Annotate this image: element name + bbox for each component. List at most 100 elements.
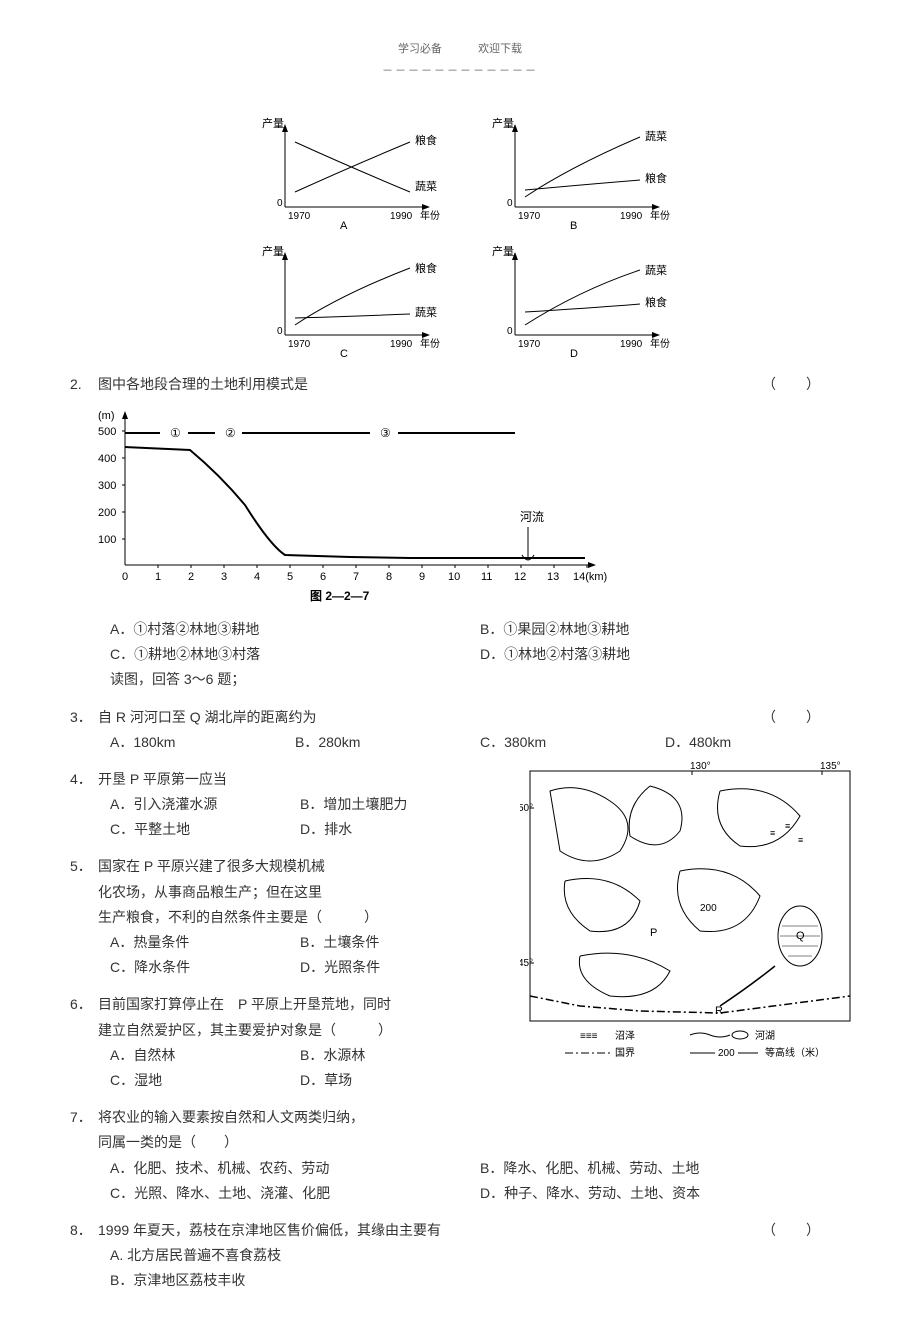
svg-text:图 2—2—7: 图 2—2—7 (310, 589, 370, 603)
svg-text:3: 3 (221, 571, 227, 583)
svg-text:6: 6 (320, 571, 326, 583)
svg-text:400: 400 (98, 453, 116, 465)
svg-text:粮食: 粮食 (645, 171, 667, 185)
svg-text:500: 500 (98, 426, 116, 438)
svg-text:1990: 1990 (620, 339, 643, 350)
svg-text:蔬菜: 蔬菜 (415, 306, 437, 319)
chart-grid: 产量 粮食 蔬菜 0 1970 1990 年份 A 产量 蔬菜 粮食 0 197… (240, 112, 680, 360)
svg-text:4: 4 (254, 571, 260, 583)
svg-text:12: 12 (514, 571, 526, 583)
svg-text:河湖: 河湖 (755, 1030, 775, 1042)
svg-text:产量: 产量 (492, 244, 514, 258)
header-left: 学习必备 (398, 43, 442, 55)
read-prompt: 读图，回答 3～6 题； (70, 667, 850, 692)
svg-text:A: A (340, 220, 348, 232)
svg-text:≡: ≡ (770, 828, 775, 838)
question-3: 3． 自 R 河河口至 Q 湖北岸的距离约为 （） (70, 705, 850, 730)
svg-text:P: P (650, 927, 657, 939)
q-num: 2. (70, 372, 98, 397)
svg-text:年份: 年份 (420, 337, 440, 350)
svg-text:1990: 1990 (620, 211, 643, 222)
svg-text:国界: 国界 (615, 1047, 635, 1059)
svg-text:200: 200 (700, 903, 717, 914)
svg-text:河流: 河流 (520, 510, 544, 524)
chart-a: 产量 粮食 蔬菜 0 1970 1990 年份 A (240, 112, 450, 232)
svg-text:产量: 产量 (262, 244, 284, 258)
svg-text:年份: 年份 (650, 337, 670, 350)
svg-text:沼泽: 沼泽 (615, 1029, 635, 1042)
option: A．①村落②林地③耕地 (110, 617, 480, 642)
svg-text:1990: 1990 (390, 211, 413, 222)
svg-text:0: 0 (122, 571, 128, 583)
q6-options: A．自然林 B．水源林 C．湿地 D．草场 (70, 1043, 490, 1093)
svg-text:等高线（米）: 等高线（米） (765, 1046, 825, 1059)
svg-text:0: 0 (277, 326, 283, 337)
svg-text:1990: 1990 (390, 339, 413, 350)
option: B．①果园②林地③耕地 (480, 617, 850, 642)
svg-text:①: ① (170, 426, 181, 440)
page-header: 学习必备 欢迎下载 －－－－－－－－－－－－ (70, 40, 850, 82)
elevation-chart: (m) 500 400 300 200 100 ① ② ③ 河流 012 345… (70, 405, 610, 605)
svg-text:135°: 135° (820, 761, 841, 772)
header-dash: －－－－－－－－－－－－ (70, 62, 850, 82)
q4-options: A．引入浇灌水源 B．增加土壤肥力 C．平整土地 D．排水 (70, 792, 490, 842)
q8-option-b: B．京津地区荔枝丰收 (70, 1268, 850, 1293)
svg-text:(m): (m) (98, 410, 115, 422)
svg-text:7: 7 (353, 571, 359, 583)
svg-text:100: 100 (98, 534, 116, 546)
svg-text:1970: 1970 (288, 211, 311, 222)
map-figure: 130° 135° 50° 45° Q ≡≡≡ 200 P R (520, 761, 860, 1061)
svg-text:②: ② (225, 426, 236, 440)
chart-d: 产量 蔬菜 粮食 0 1970 1990 年份 D (470, 240, 680, 360)
svg-text:≡: ≡ (785, 821, 790, 831)
ylabel: 产量 (262, 116, 284, 130)
svg-text:D: D (570, 348, 578, 360)
header-right: 欢迎下载 (478, 43, 522, 55)
svg-text:粮食: 粮食 (415, 133, 437, 147)
svg-text:0: 0 (507, 326, 513, 337)
svg-text:Q: Q (796, 930, 805, 942)
svg-text:年份: 年份 (420, 209, 440, 222)
svg-text:C: C (340, 348, 348, 360)
svg-text:2: 2 (188, 571, 194, 583)
svg-text:蔬菜: 蔬菜 (645, 264, 667, 277)
chart-b: 产量 蔬菜 粮食 0 1970 1990 年份 B (470, 112, 680, 232)
option: D．①林地②村落③耕地 (480, 642, 850, 667)
svg-text:蔬菜: 蔬菜 (415, 180, 437, 193)
svg-text:0: 0 (277, 198, 283, 209)
svg-text:14(km): 14(km) (573, 571, 607, 583)
svg-text:1: 1 (155, 571, 161, 583)
q5-options: A．热量条件 B．土壤条件 C．降水条件 D．光照条件 (70, 930, 490, 980)
svg-text:13: 13 (547, 571, 559, 583)
svg-text:年份: 年份 (650, 209, 670, 222)
svg-text:产量: 产量 (492, 116, 514, 130)
svg-text:0: 0 (507, 198, 513, 209)
svg-text:1970: 1970 (518, 211, 541, 222)
svg-text:300: 300 (98, 480, 116, 492)
svg-text:R: R (715, 1005, 723, 1017)
svg-text:8: 8 (386, 571, 392, 583)
chart-c: 产量 粮食 蔬菜 0 1970 1990 年份 C (240, 240, 450, 360)
svg-text:B: B (570, 220, 577, 232)
svg-text:10: 10 (448, 571, 460, 583)
svg-text:粮食: 粮食 (645, 295, 667, 309)
option: C．①耕地②林地③村落 (110, 642, 480, 667)
q3-options: A．180km B．280km C．380km D．480km (70, 730, 850, 755)
q-text: 图中各地段合理的土地利用模式是 (98, 376, 308, 392)
svg-text:蔬菜: 蔬菜 (645, 130, 667, 143)
q2-options: A．①村落②林地③耕地 B．①果园②林地③耕地 C．①耕地②林地③村落 D．①林… (70, 617, 850, 667)
svg-text:1970: 1970 (288, 339, 311, 350)
svg-text:200: 200 (718, 1048, 735, 1059)
question-7: 7． 将农业的输入要素按自然和人文两类归纳， 同属一类的是（ ） (70, 1105, 850, 1155)
svg-text:≡: ≡ (798, 835, 803, 845)
svg-text:1970: 1970 (518, 339, 541, 350)
question-8: 8． 1999 年夏天，荔枝在京津地区售价偏低，其缘由主要有 （） (70, 1218, 850, 1243)
svg-text:粮食: 粮食 (415, 261, 437, 275)
svg-text:11: 11 (481, 571, 492, 583)
svg-text:200: 200 (98, 507, 116, 519)
q7-options: A．化肥、技术、机械、农药、劳动 B．降水、化肥、机械、劳动、土地 C．光照、降… (70, 1156, 850, 1206)
question-2: 2. 图中各地段合理的土地利用模式是 （） (70, 372, 850, 397)
q8-option-a: A. 北方居民普遍不喜食荔枝 (70, 1243, 850, 1268)
svg-text:③: ③ (380, 426, 391, 440)
svg-text:5: 5 (287, 571, 293, 583)
